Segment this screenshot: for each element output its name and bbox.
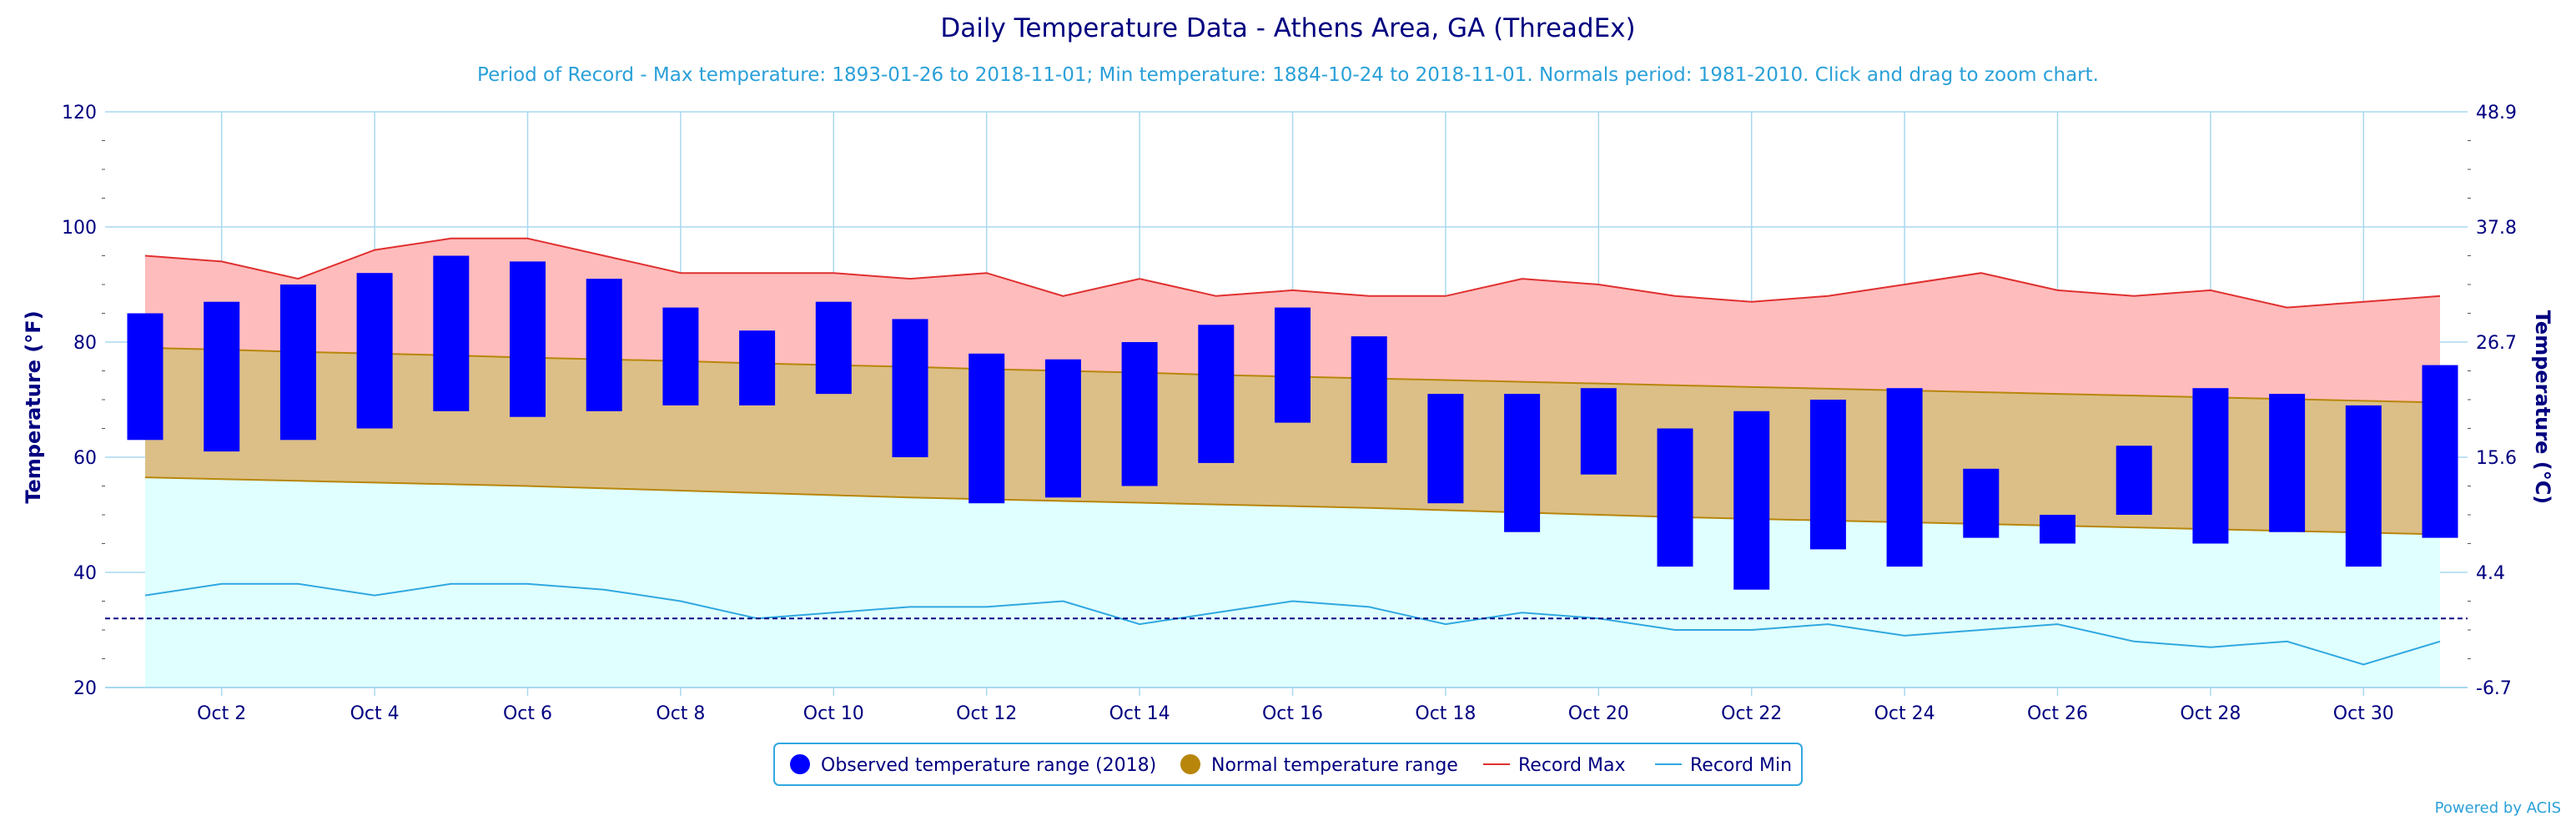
x-tick-label: Oct 26 bbox=[2027, 703, 2088, 724]
observed-bar[interactable] bbox=[2040, 515, 2075, 544]
plot-area[interactable] bbox=[105, 111, 2468, 688]
x-tick-label: Oct 24 bbox=[1874, 703, 1935, 724]
x-tick-label: Oct 22 bbox=[1721, 703, 1782, 724]
observed-bar[interactable] bbox=[892, 319, 928, 457]
y-tick-label-right: 15.6 bbox=[2476, 448, 2517, 469]
chart-subtitle: Period of Record - Max temperature: 1893… bbox=[477, 64, 2099, 86]
x-tick-label: Oct 28 bbox=[2180, 703, 2241, 724]
x-tick-label: Oct 20 bbox=[1568, 703, 1629, 724]
legend-record-max-label: Record Max bbox=[1518, 755, 1626, 776]
observed-bar[interactable] bbox=[1504, 394, 1541, 532]
y-tick-label-left: 80 bbox=[73, 333, 97, 354]
observed-bar[interactable] bbox=[1044, 359, 1081, 498]
observed-bar[interactable] bbox=[1963, 468, 2000, 538]
legend-observed-marker bbox=[790, 754, 810, 774]
observed-bar[interactable] bbox=[2269, 394, 2306, 532]
y-tick-label-left: 120 bbox=[62, 103, 97, 123]
x-tick-label: Oct 10 bbox=[803, 703, 864, 724]
observed-bar[interactable] bbox=[2345, 405, 2382, 567]
observed-bar[interactable] bbox=[1351, 336, 1387, 463]
observed-bar[interactable] bbox=[815, 301, 852, 395]
legend-item-observed[interactable]: Observed temperature range (2018) bbox=[790, 754, 1156, 776]
legend-record-min-label: Record Min bbox=[1690, 755, 1792, 776]
x-tick-label: Oct 6 bbox=[503, 703, 552, 724]
record-min-band bbox=[145, 477, 2440, 688]
y-tick-label-right: 48.9 bbox=[2476, 103, 2517, 123]
observed-bar[interactable] bbox=[1275, 307, 1311, 423]
y-tick-label-right: -6.7 bbox=[2476, 678, 2512, 699]
y-tick-label-right: 37.8 bbox=[2476, 218, 2517, 239]
legend-box bbox=[773, 743, 1803, 786]
y-axis-right-title: Temperature (°C) bbox=[2531, 310, 2554, 505]
legend-observed-label: Observed temperature range (2018) bbox=[821, 755, 1156, 776]
x-tick-label: Oct 16 bbox=[1262, 703, 1323, 724]
observed-bar[interactable] bbox=[739, 330, 776, 405]
observed-bar[interactable] bbox=[2116, 446, 2152, 515]
legend-normal-label: Normal temperature range bbox=[1211, 755, 1458, 776]
x-tick-label: Oct 8 bbox=[656, 703, 705, 724]
observed-bar[interactable] bbox=[1198, 325, 1235, 463]
legend-normal-marker bbox=[1180, 754, 1200, 774]
record-min-line bbox=[144, 582, 2441, 666]
legend-item-record-max[interactable]: Record Max bbox=[1483, 755, 1626, 776]
y-tick-label-left: 40 bbox=[73, 563, 97, 584]
y-axis-left-title: Temperature (°F) bbox=[22, 310, 45, 503]
observed-bar[interactable] bbox=[356, 273, 393, 429]
observed-bar[interactable] bbox=[433, 255, 470, 411]
observed-bar[interactable] bbox=[510, 261, 546, 417]
y-tick-label-left: 20 bbox=[73, 678, 97, 699]
record-max-line bbox=[144, 237, 2441, 309]
x-tick-label: Oct 30 bbox=[2333, 703, 2394, 724]
observed-bars bbox=[127, 255, 2458, 590]
x-tick-label: Oct 18 bbox=[1415, 703, 1476, 724]
credits-link[interactable]: Powered by ACIS bbox=[2435, 799, 2561, 817]
observed-bar[interactable] bbox=[1886, 388, 1923, 567]
legend: Observed temperature range (2018) Normal… bbox=[773, 743, 1803, 786]
y-tick-label-left: 100 bbox=[62, 218, 97, 239]
observed-bar[interactable] bbox=[1427, 394, 1464, 504]
observed-bar[interactable] bbox=[204, 301, 240, 452]
x-tick-label: Oct 4 bbox=[350, 703, 400, 724]
x-tick-label: Oct 2 bbox=[197, 703, 246, 724]
y-tick-label-right: 26.7 bbox=[2476, 333, 2517, 354]
legend-item-record-min[interactable]: Record Min bbox=[1655, 755, 1792, 776]
observed-bar[interactable] bbox=[1733, 410, 1770, 590]
observed-bar[interactable] bbox=[127, 313, 164, 441]
observed-bar[interactable] bbox=[279, 285, 316, 441]
axes: 20 -6.7 40 4.4 60 15.6 80 26.7 100 37.8 120 48.9 Oct… bbox=[62, 103, 2517, 724]
observed-bar[interactable] bbox=[662, 307, 699, 405]
x-tick-label: Oct 14 bbox=[1109, 703, 1170, 724]
range-fills bbox=[145, 238, 2440, 688]
observed-bar[interactable] bbox=[969, 353, 1005, 504]
observed-bar[interactable] bbox=[1809, 400, 1846, 550]
observed-bar[interactable] bbox=[1657, 428, 1693, 567]
observed-bar[interactable] bbox=[2192, 388, 2229, 544]
x-tick-label: Oct 12 bbox=[956, 703, 1017, 724]
observed-bar[interactable] bbox=[2422, 365, 2458, 538]
observed-bar[interactable] bbox=[1121, 342, 1158, 486]
chart-title: Daily Temperature Data - Athens Area, GA… bbox=[940, 13, 1635, 43]
legend-item-normal[interactable]: Normal temperature range bbox=[1180, 754, 1458, 776]
y-tick-label-left: 60 bbox=[73, 448, 97, 469]
observed-bar[interactable] bbox=[1580, 388, 1617, 475]
observed-bar[interactable] bbox=[586, 279, 622, 411]
normal-range-band bbox=[145, 347, 2440, 535]
y-tick-label-right: 4.4 bbox=[2476, 563, 2505, 584]
